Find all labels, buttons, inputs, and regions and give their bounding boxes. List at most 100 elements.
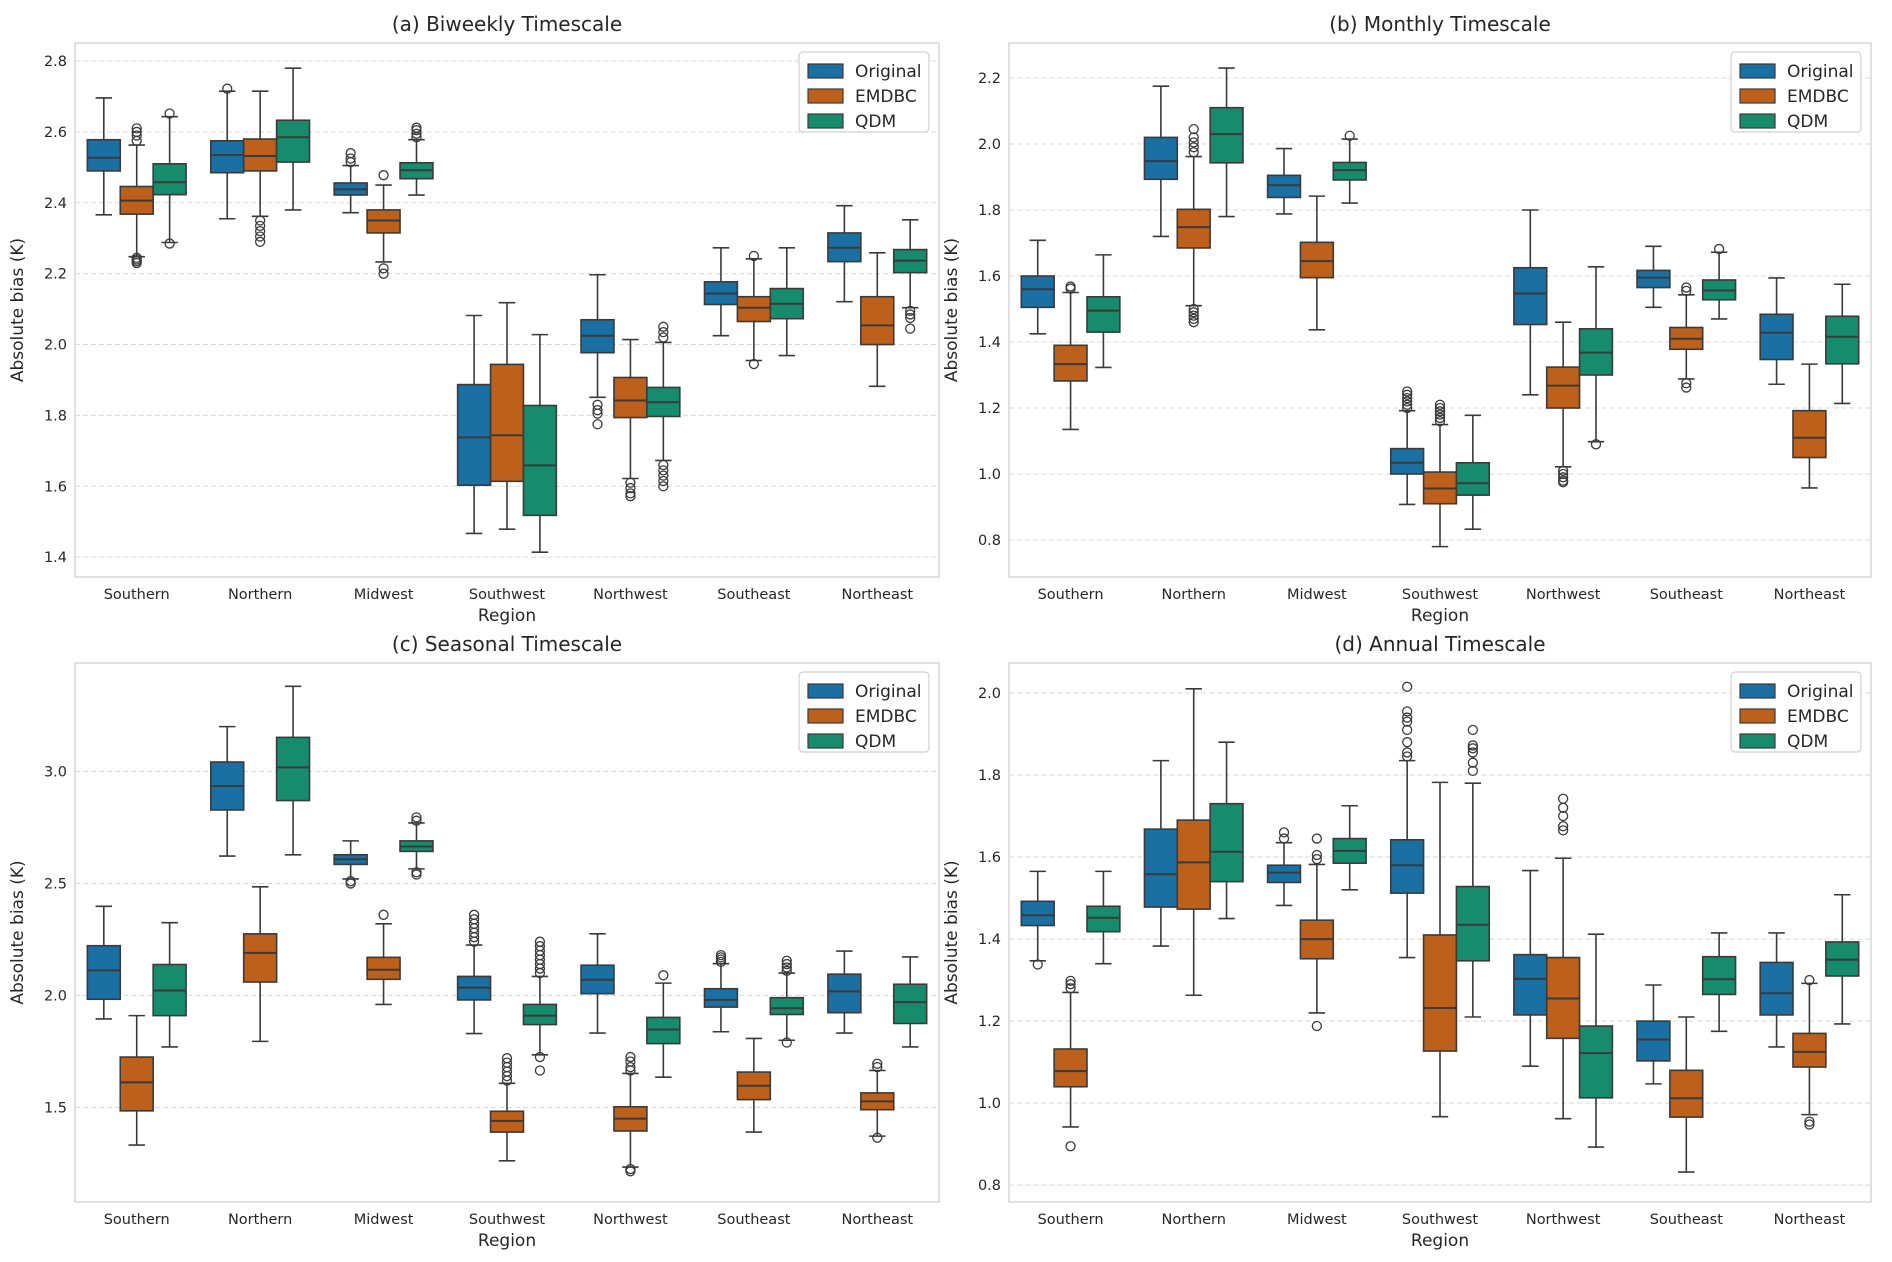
y-tick-label: 1.0	[978, 1096, 1001, 1112]
outlier-point	[658, 465, 669, 476]
box-iqr	[1422, 934, 1458, 1052]
legend-label-qdm: QDM	[1787, 112, 1828, 132]
outlier-point	[1804, 1116, 1815, 1127]
outlier-point	[1402, 751, 1413, 762]
box-emdbc-southwest	[1422, 399, 1458, 548]
outlier-point	[1311, 849, 1323, 861]
box-iqr	[242, 138, 278, 172]
y-tick-label: 1.0	[978, 467, 1001, 483]
box-emdbc-northeast	[1792, 974, 1827, 1130]
box-iqr	[1792, 1032, 1827, 1068]
outlier-point	[254, 215, 266, 226]
outlier-point	[1402, 712, 1413, 723]
x-tick-label: Northern	[1162, 1212, 1226, 1228]
panel-title: (a) Biweekly Timescale	[392, 12, 622, 36]
outlier-point	[658, 481, 669, 492]
y-tick-label: 2.0	[978, 686, 1001, 702]
outlier-point	[625, 477, 636, 488]
axes-frame	[1008, 42, 1872, 578]
x-tick-label: Southeast	[717, 587, 791, 603]
outlier-point	[1434, 412, 1446, 424]
y-tick-label: 0.8	[978, 533, 1001, 549]
outlier-point	[254, 220, 266, 231]
box-original-northeast	[1759, 932, 1794, 1048]
legend-label-original: Original	[1787, 682, 1854, 702]
box-iqr	[1020, 900, 1055, 927]
outlier-point	[1402, 386, 1413, 397]
box-original-northern	[1143, 759, 1179, 947]
x-tick-label: Northern	[228, 1212, 292, 1228]
x-tick-label: Northwest	[1526, 1212, 1601, 1228]
box-qdm-northeast	[892, 956, 928, 1048]
panel-a: (a) Biweekly Timescale 1.4 1.6 1.8 2.0 2.2 2.4…	[8, 12, 940, 626]
box-emdbc-northern	[1176, 688, 1211, 997]
box-emdbc-northeast	[860, 251, 895, 388]
legend-label-original: Original	[855, 682, 922, 702]
box-emdbc-northwest	[613, 1051, 648, 1177]
y-tick-label: 3.0	[44, 764, 67, 780]
panel-c: (c) Seasonal Timescale 1.5 2.0 2.5 3.0 Absolu…	[8, 632, 940, 1251]
box-iqr	[1086, 295, 1121, 333]
box-original-southwest	[1389, 681, 1425, 959]
box-emdbc-midwest	[1299, 833, 1335, 1032]
outlier-point	[1402, 392, 1413, 404]
box-qdm-northeast	[892, 219, 928, 334]
box-original-southern	[86, 97, 122, 216]
panel-d: (d) Annual Timescale 0.8 1.0 1.2 1.4 1.6 1.8 2.…	[942, 632, 1872, 1251]
outlier-point	[658, 470, 669, 481]
outlier-point	[1402, 396, 1413, 407]
outlier-point	[345, 148, 356, 159]
box-iqr	[522, 404, 558, 517]
outlier-point	[1557, 472, 1569, 483]
outlier-point	[131, 135, 142, 146]
box-iqr	[1143, 828, 1179, 908]
outlier-point	[254, 231, 266, 242]
x-axis-label: Region	[478, 606, 536, 626]
outlier-point	[534, 1051, 546, 1063]
outlier-point	[625, 1166, 636, 1177]
box-qdm-northeast	[1825, 893, 1860, 1025]
box-iqr	[242, 933, 278, 983]
outlier-point	[1188, 142, 1199, 153]
box-iqr	[860, 295, 895, 346]
outlier-point	[781, 962, 792, 973]
outlier-point	[715, 949, 727, 961]
box-iqr	[827, 973, 862, 1014]
box-original-midwest	[333, 148, 368, 214]
x-tick-label: Northeast	[841, 1212, 913, 1228]
legend-label-qdm: QDM	[855, 732, 896, 752]
box-emdbc-northeast	[1792, 363, 1827, 489]
outlier-point	[1557, 825, 1569, 836]
box-iqr	[489, 363, 525, 483]
outlier-point	[345, 153, 356, 164]
outlier-point	[468, 914, 480, 925]
y-tick-label: 1.6	[978, 269, 1001, 285]
outlier-point	[1681, 382, 1692, 393]
outlier-point	[1402, 402, 1413, 414]
box-iqr	[1209, 106, 1244, 164]
y-tick-label: 1.6	[44, 479, 67, 495]
box-qdm-northwest	[1578, 933, 1614, 1148]
outlier-point	[501, 1057, 513, 1068]
box-qdm-southeast	[1701, 243, 1737, 320]
box-iqr	[1266, 174, 1302, 199]
y-tick-label: 1.4	[978, 932, 1001, 948]
box-emdbc-southeast	[736, 250, 772, 370]
x-tick-label: Southeast	[717, 1212, 791, 1228]
x-tick-label: Southwest	[1402, 587, 1478, 603]
outlier-point	[1681, 282, 1692, 293]
outlier-point	[411, 122, 422, 133]
outlier-point	[411, 812, 422, 823]
outlier-point	[164, 108, 175, 119]
outlier-point	[501, 1053, 513, 1064]
legend-swatch-qdm	[1739, 113, 1776, 129]
y-tick-label: 1.4	[44, 550, 67, 566]
box-qdm-southern	[152, 108, 187, 249]
panel-title: (c) Seasonal Timescale	[392, 632, 622, 656]
x-tick-label: Southwest	[469, 1212, 545, 1228]
box-qdm-midwest	[399, 122, 434, 196]
y-tick-label: 2.2	[44, 267, 67, 283]
box-iqr	[646, 1016, 681, 1045]
y-tick-label: 1.2	[978, 1014, 1001, 1030]
legend-swatch-qdm	[1739, 733, 1776, 749]
